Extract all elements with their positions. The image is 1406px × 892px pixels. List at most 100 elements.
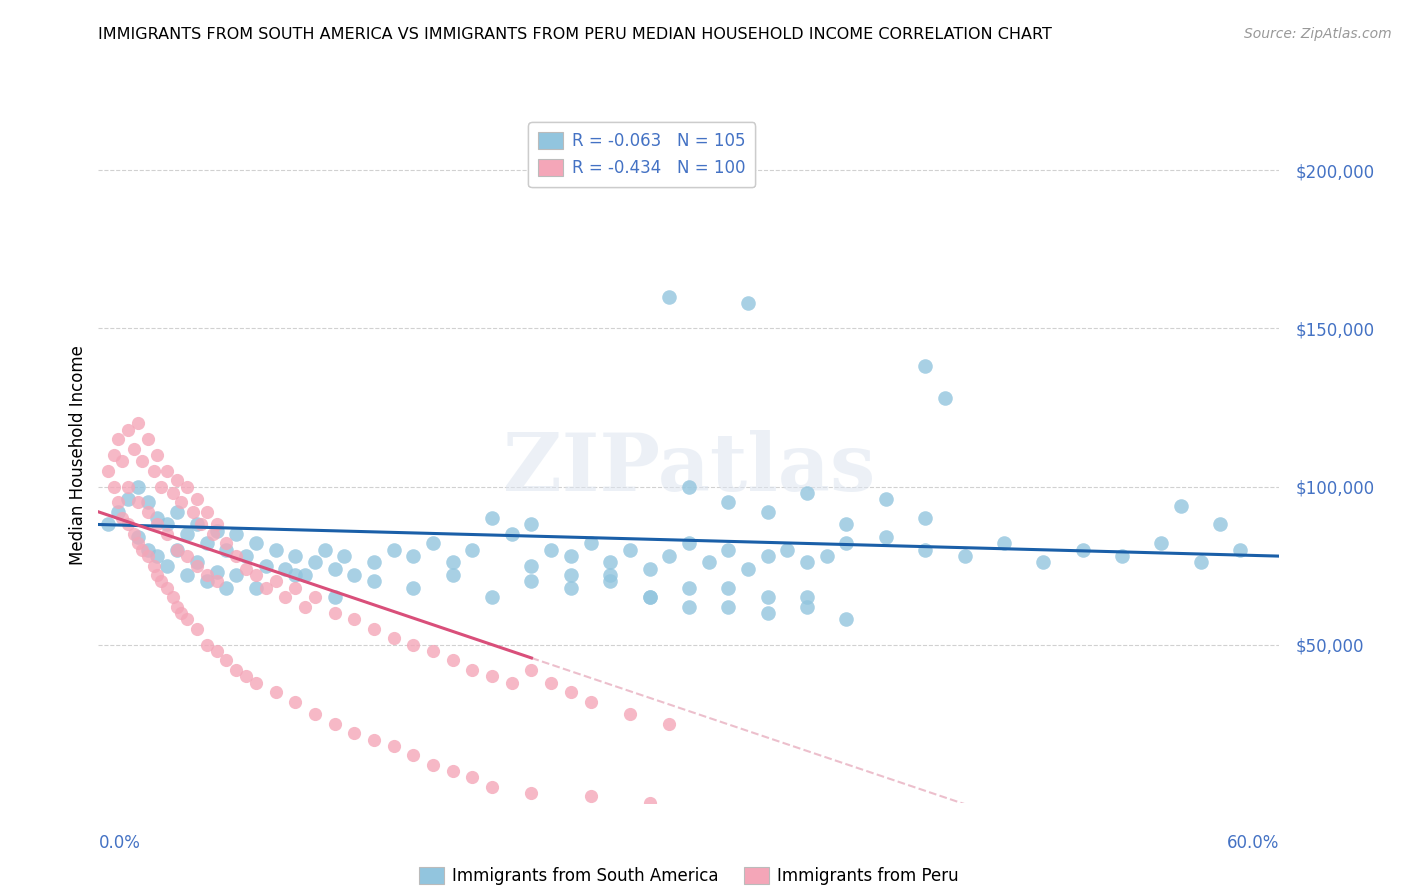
Point: [560, 581, 582, 595]
Point: [815, 549, 838, 563]
Point: [131, 542, 153, 557]
Point: [122, 527, 145, 541]
Point: [186, 492, 208, 507]
Point: [274, 591, 297, 605]
Point: [117, 517, 139, 532]
Point: [162, 591, 184, 605]
Point: [520, 558, 543, 573]
Point: [215, 536, 238, 550]
Point: [254, 581, 277, 595]
Point: [1111, 549, 1133, 563]
Point: [678, 581, 700, 595]
Point: [638, 562, 661, 576]
Point: [333, 549, 356, 563]
Point: [103, 479, 125, 493]
Point: [756, 549, 779, 563]
Point: [875, 530, 897, 544]
Point: [294, 599, 316, 614]
Point: [97, 464, 120, 478]
Point: [136, 432, 159, 446]
Point: [186, 517, 208, 532]
Point: [422, 536, 444, 550]
Point: [638, 591, 661, 605]
Point: [136, 549, 159, 563]
Point: [599, 556, 621, 570]
Point: [235, 669, 257, 683]
Point: [176, 479, 198, 493]
Point: [796, 591, 818, 605]
Point: [717, 581, 740, 595]
Point: [117, 492, 139, 507]
Point: [304, 707, 326, 722]
Point: [146, 568, 169, 582]
Point: [363, 574, 385, 589]
Point: [343, 726, 366, 740]
Point: [382, 739, 405, 753]
Point: [190, 517, 212, 532]
Point: [835, 517, 858, 532]
Point: [363, 732, 385, 747]
Point: [304, 556, 326, 570]
Point: [481, 591, 503, 605]
Point: [166, 542, 188, 557]
Point: [914, 359, 936, 374]
Point: [195, 505, 218, 519]
Point: [697, 556, 720, 570]
Point: [146, 549, 169, 563]
Point: [323, 606, 346, 620]
Point: [170, 606, 193, 620]
Point: [235, 562, 257, 576]
Point: [875, 492, 897, 507]
Point: [737, 296, 759, 310]
Point: [186, 558, 208, 573]
Point: [166, 599, 188, 614]
Point: [195, 536, 218, 550]
Point: [1170, 499, 1192, 513]
Point: [156, 581, 179, 595]
Point: [993, 536, 1015, 550]
Point: [304, 591, 326, 605]
Point: [176, 527, 198, 541]
Point: [195, 638, 218, 652]
Point: [638, 591, 661, 605]
Point: [156, 558, 179, 573]
Point: [658, 716, 681, 731]
Point: [501, 527, 523, 541]
Point: [136, 505, 159, 519]
Point: [156, 464, 179, 478]
Point: [1229, 542, 1251, 557]
Point: [402, 581, 425, 595]
Point: [363, 622, 385, 636]
Text: 0.0%: 0.0%: [98, 834, 141, 852]
Point: [756, 505, 779, 519]
Point: [599, 568, 621, 582]
Point: [314, 542, 336, 557]
Point: [363, 556, 385, 570]
Point: [1071, 542, 1094, 557]
Point: [107, 495, 129, 509]
Point: [461, 542, 484, 557]
Point: [127, 536, 149, 550]
Point: [540, 675, 562, 690]
Point: [953, 549, 976, 563]
Point: [678, 536, 700, 550]
Point: [103, 448, 125, 462]
Point: [737, 562, 759, 576]
Point: [520, 574, 543, 589]
Point: [245, 581, 267, 595]
Point: [756, 591, 779, 605]
Point: [284, 549, 307, 563]
Point: [284, 568, 307, 582]
Point: [225, 568, 247, 582]
Point: [162, 486, 184, 500]
Point: [284, 695, 307, 709]
Point: [176, 549, 198, 563]
Point: [156, 517, 179, 532]
Point: [215, 581, 238, 595]
Point: [402, 748, 425, 763]
Point: [235, 549, 257, 563]
Point: [215, 653, 238, 667]
Point: [914, 511, 936, 525]
Point: [170, 495, 193, 509]
Point: [294, 568, 316, 582]
